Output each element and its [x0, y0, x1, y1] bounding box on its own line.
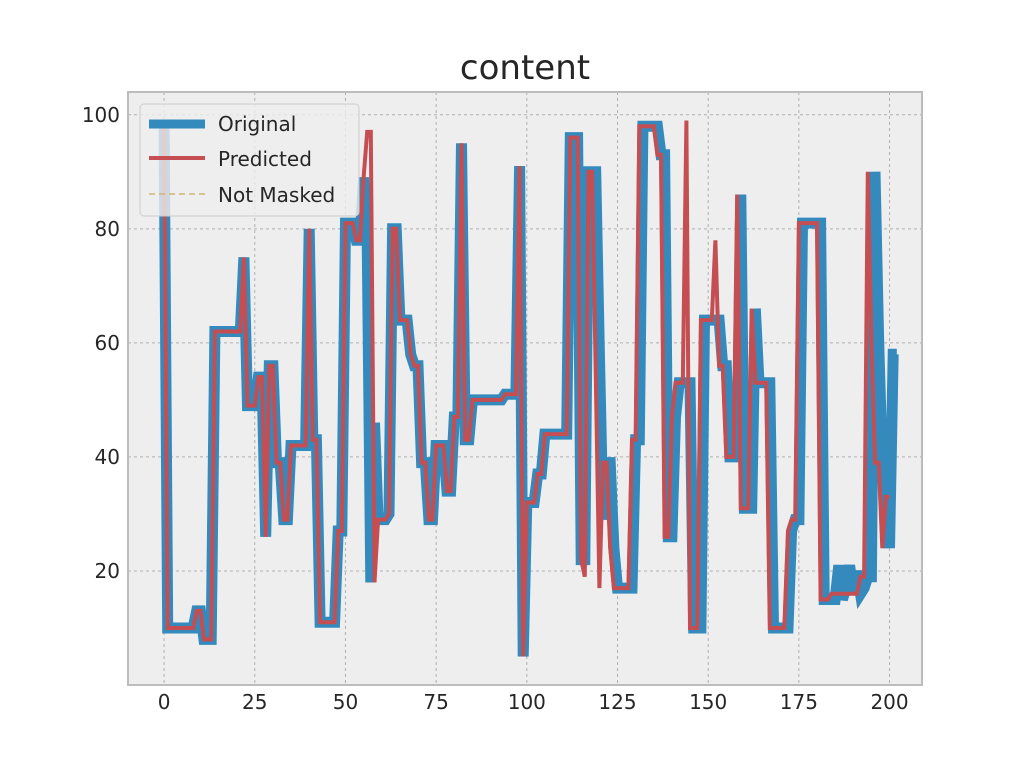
x-tick-label: 125: [598, 690, 636, 714]
legend-label-original: Original: [218, 112, 296, 136]
x-tick-label: 50: [333, 690, 358, 714]
y-tick-label: 60: [95, 331, 120, 355]
x-tick-label: 175: [780, 690, 818, 714]
y-axis-ticks: 20 40 60 80 100: [82, 103, 120, 583]
x-tick-label: 25: [242, 690, 267, 714]
chart-title: content: [460, 48, 590, 88]
y-tick-label: 40: [95, 445, 120, 469]
legend-label-predicted: Predicted: [218, 147, 312, 171]
legend-label-not-masked: Not Masked: [218, 183, 335, 207]
y-tick-label: 100: [82, 103, 120, 127]
plot-frame: [127, 91, 923, 686]
y-tick-label: 20: [95, 559, 120, 583]
series-line-predicted: [162, 120, 890, 657]
legend-box: [139, 103, 360, 217]
legend: Original Predicted Not Masked: [139, 103, 360, 217]
y-tick-label: 80: [95, 217, 120, 241]
x-tick-label: 75: [423, 690, 448, 714]
plot-lines: [158, 120, 899, 657]
x-tick-label: 100: [508, 690, 546, 714]
x-tick-label: 150: [689, 690, 727, 714]
x-axis-ticks: 0 25 50 75 100 125 150 175 200: [158, 690, 909, 714]
x-tick-label: 200: [870, 690, 908, 714]
x-tick-label: 0: [158, 690, 171, 714]
